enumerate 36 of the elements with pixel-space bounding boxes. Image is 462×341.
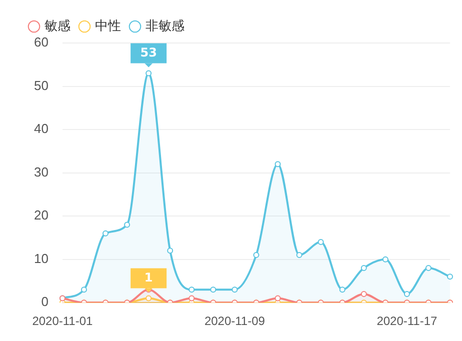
y-tick-label: 40 xyxy=(34,121,48,136)
point xyxy=(167,248,174,254)
point xyxy=(253,252,260,258)
y-tick-label: 0 xyxy=(41,294,48,310)
x-tick-label: 2020-11-17 xyxy=(376,314,438,328)
point xyxy=(188,295,195,302)
y-tick-label: 20 xyxy=(34,208,48,223)
y-tick-label: 60 xyxy=(34,34,48,50)
point xyxy=(80,286,87,293)
point xyxy=(404,290,410,297)
y-tick-label: 10 xyxy=(34,250,48,266)
y-tick-label: 50 xyxy=(34,78,48,93)
point xyxy=(146,295,152,302)
y-tick-label: 30 xyxy=(34,164,48,180)
legend-label: 非敏感 xyxy=(146,18,184,34)
data-label: 1 xyxy=(144,270,153,284)
point xyxy=(232,286,238,293)
legend-label: 中性 xyxy=(95,18,121,34)
point xyxy=(360,264,367,271)
point xyxy=(274,161,281,168)
point xyxy=(360,290,367,297)
point xyxy=(210,286,216,293)
point xyxy=(102,230,109,236)
point xyxy=(296,252,302,258)
point xyxy=(124,222,130,228)
point xyxy=(274,295,281,302)
point xyxy=(382,256,388,262)
x-tick-label: 2020-11-01 xyxy=(32,314,94,328)
point xyxy=(447,274,453,280)
point xyxy=(318,239,324,246)
x-tick-label: 2020-11-09 xyxy=(204,314,266,328)
point xyxy=(188,286,195,293)
legend-label: 敏感 xyxy=(44,18,70,34)
point xyxy=(425,264,432,271)
point xyxy=(339,286,346,293)
data-label: 53 xyxy=(140,45,157,60)
